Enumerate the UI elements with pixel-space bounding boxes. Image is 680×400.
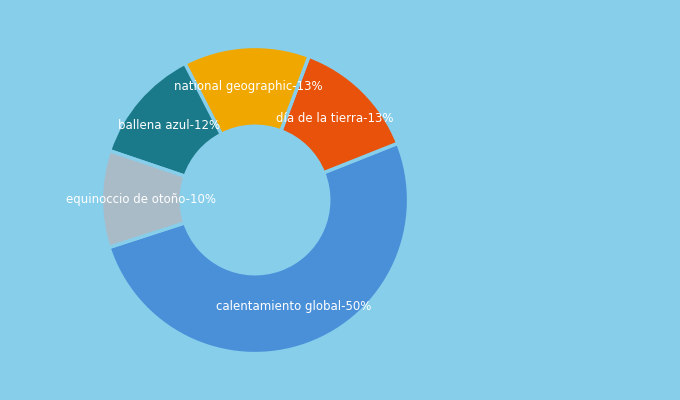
Wedge shape (109, 143, 409, 354)
Text: national geographic-13%: national geographic-13% (174, 80, 323, 93)
Text: equinoccio de otoño-10%: equinoccio de otoño-10% (67, 193, 216, 206)
Text: día de la tierra-13%: día de la tierra-13% (276, 112, 393, 125)
Wedge shape (185, 46, 309, 134)
Text: calentamiento global-50%: calentamiento global-50% (216, 300, 371, 314)
Text: ballena azul-12%: ballena azul-12% (118, 119, 220, 132)
Wedge shape (281, 56, 398, 173)
Wedge shape (101, 151, 185, 248)
Wedge shape (109, 63, 221, 176)
